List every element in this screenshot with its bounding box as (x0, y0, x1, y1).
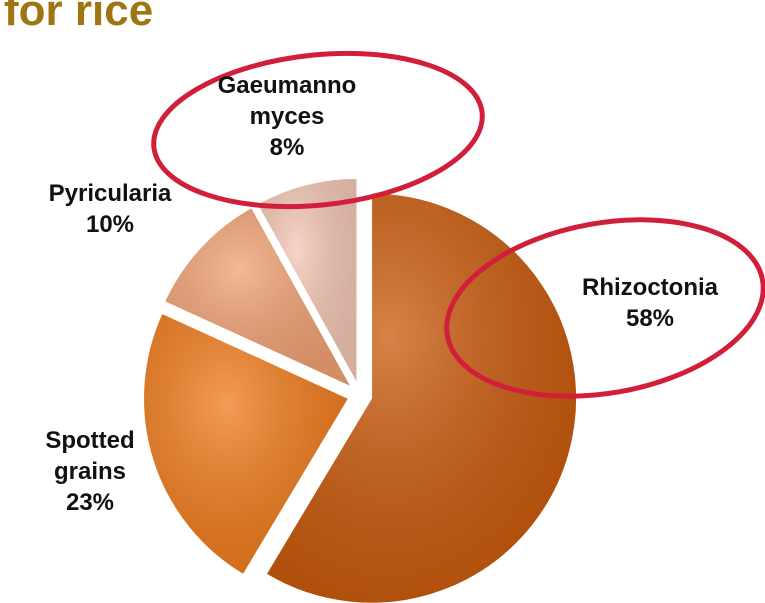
slice-label: Spotted grains 23% (0, 425, 180, 518)
slice-value: 23% (65, 489, 115, 516)
slice-label: Pyricularia 10% (20, 178, 200, 240)
slice-shading (143, 312, 350, 576)
slices (143, 177, 578, 603)
slice-name: Gaeumanno myces (217, 72, 357, 130)
chart-title: for rice (4, 0, 154, 35)
slice-label: Gaeumanno myces 8% (197, 70, 377, 163)
slice-value: 58% (625, 305, 675, 332)
slice-label: Rhizoctonia 58% (560, 272, 740, 334)
highlight-ellipse (151, 50, 485, 210)
slice-shading (265, 192, 578, 603)
slice-value: 10% (85, 211, 135, 238)
slice-name: Rhizoctonia (582, 274, 718, 301)
slice-value: 8% (269, 134, 305, 161)
highlight-ellipse (444, 217, 765, 399)
annotation-circles (151, 50, 765, 399)
slice-name: Spotted grains (45, 427, 135, 485)
slice-shading (164, 207, 353, 388)
slice-name: Pyricularia (48, 180, 172, 207)
